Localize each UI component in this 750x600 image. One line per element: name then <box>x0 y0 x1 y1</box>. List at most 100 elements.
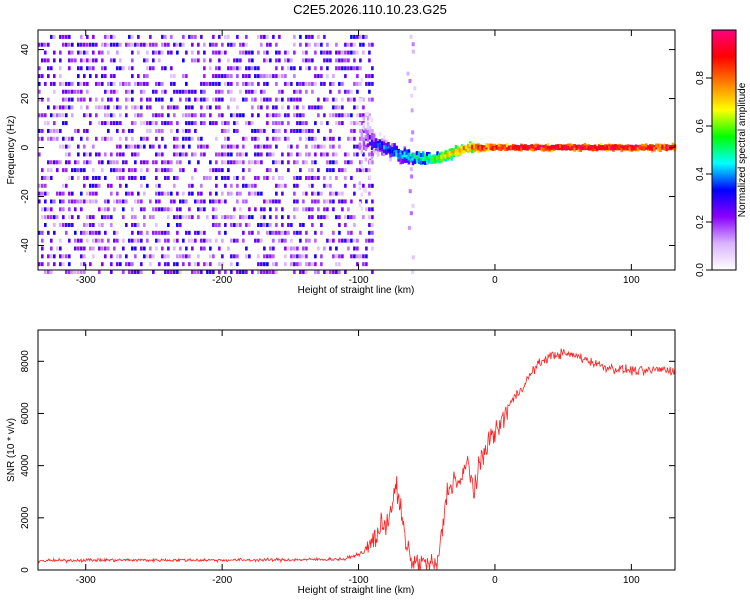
spectrogram-cell <box>296 183 299 188</box>
spectrogram-cell <box>155 246 158 251</box>
spectrogram-cell <box>176 175 179 180</box>
spectrogram-cell <box>269 42 272 47</box>
spectrogram-cell <box>236 183 239 188</box>
spectrogram-cell <box>583 142 587 147</box>
spectrogram-cell <box>95 105 98 110</box>
spectrogram-cell <box>164 66 167 71</box>
spectrogram-cell <box>326 50 329 55</box>
spectrogram-cell <box>358 121 362 126</box>
spectrogram-cell <box>125 42 128 47</box>
spectrogram-cell <box>469 142 472 147</box>
spectrogram-cell <box>50 168 53 173</box>
spectrogram-cell <box>278 113 281 118</box>
spectrogram-cell <box>149 42 152 47</box>
spectrogram-cell <box>299 238 302 243</box>
spectrogram-cell <box>254 183 257 188</box>
spectrogram-cell <box>272 270 275 274</box>
spectrogram-cell <box>341 97 344 102</box>
spectrogram-cell <box>524 146 527 151</box>
spectrogram-cell <box>326 238 329 243</box>
spectrogram-cell <box>290 144 293 149</box>
spectrogram-cell <box>134 238 137 243</box>
spectrogram-cell <box>80 270 83 274</box>
spectrogram-cell <box>200 121 203 126</box>
spectrogram-cell <box>77 128 80 133</box>
spectrogram-cell <box>212 81 215 86</box>
spectrogram-cell <box>218 89 221 94</box>
spectrogram-cell <box>550 145 554 150</box>
spectrogram-cell <box>38 199 41 204</box>
spectrogram-cell <box>149 121 152 126</box>
spectrogram-cell <box>411 255 415 260</box>
spectrogram-cell <box>370 146 374 151</box>
spectrogram-cell <box>164 207 167 212</box>
spectrogram-cell <box>242 42 245 47</box>
spectrogram-cell <box>191 136 194 141</box>
spectrogram-cell <box>227 42 230 47</box>
spectrogram-cell <box>554 145 558 150</box>
spectrogram-cell <box>131 270 134 274</box>
snr-x-label: Height of straight line (km) <box>298 585 415 596</box>
spectrogram-cell <box>206 238 209 243</box>
spectrogram-cell <box>185 74 188 79</box>
spectrogram-cell <box>230 66 233 71</box>
spectrogram-cell <box>272 74 275 79</box>
spectrogram-cell <box>212 168 215 173</box>
spectrogram-cell <box>314 105 317 110</box>
spectrogram-cell <box>155 89 158 94</box>
spectrogram-cell <box>489 143 492 148</box>
spectrogram-cell <box>409 34 413 39</box>
spectrogram-cell <box>146 183 149 188</box>
spectrogram-cell <box>71 58 74 63</box>
spectrogram-cell <box>428 159 431 164</box>
spectrogram-cell <box>350 113 353 118</box>
spectrogram-cell <box>569 143 572 148</box>
spectrogram-cell <box>293 270 296 274</box>
spectrogram-cell <box>332 270 335 274</box>
spectrogram-cell <box>68 238 71 243</box>
spectrogram-cell <box>167 246 170 251</box>
spectrogram-cell <box>374 138 378 143</box>
spectrogram-cell <box>487 147 490 152</box>
spectrogram-cell <box>137 199 140 204</box>
spectrogram-cell <box>397 157 400 162</box>
spectrogram-cell <box>98 105 101 110</box>
spectrogram-cell <box>176 270 179 274</box>
spectrogram-cell <box>101 66 104 71</box>
spectrogram-cell <box>59 58 62 63</box>
spectrogram-cell <box>218 152 221 157</box>
spectrogram-cell <box>302 121 305 126</box>
spectrogram-cell <box>293 66 296 71</box>
spectrogram-cell <box>65 168 68 173</box>
spectrogram-cell <box>149 246 152 251</box>
spectrogram-cell <box>284 81 287 86</box>
spectrogram-cell <box>62 113 65 118</box>
spectrogram-cell <box>624 144 628 149</box>
spectrogram-cell <box>68 152 71 157</box>
spectrogram-cell <box>233 121 236 126</box>
spectrogram-cell <box>227 128 230 133</box>
spectrogram-cell <box>326 168 329 173</box>
spectrogram-cell <box>77 215 80 220</box>
spectrogram-cell <box>104 246 107 251</box>
spectrogram-cell <box>227 58 230 63</box>
spectrogram-cell <box>426 151 429 156</box>
spectrogram-cell <box>188 160 191 165</box>
spectrogram-cell <box>194 262 197 267</box>
spectrogram-cell <box>293 215 296 220</box>
spectrogram-cell <box>640 146 644 151</box>
spectrogram-cell <box>182 113 185 118</box>
colorbar: 0.00.20.40.60.8 Normalized spectral ampl… <box>695 29 748 277</box>
spectrogram-cell <box>323 152 326 157</box>
spectrogram-cell <box>215 160 218 165</box>
spectrogram-cell <box>50 113 53 118</box>
spectrogram-cell <box>158 144 161 149</box>
spectrogram-cell <box>430 155 433 160</box>
spectrogram-cell <box>311 168 314 173</box>
spectrogram-cell <box>74 199 77 204</box>
spectrogram-cell <box>284 128 287 133</box>
spectrogram-cell <box>140 97 143 102</box>
spectrogram-cell <box>332 81 335 86</box>
spectrogram-cell <box>305 254 308 259</box>
spectrogram-cell <box>41 74 44 79</box>
